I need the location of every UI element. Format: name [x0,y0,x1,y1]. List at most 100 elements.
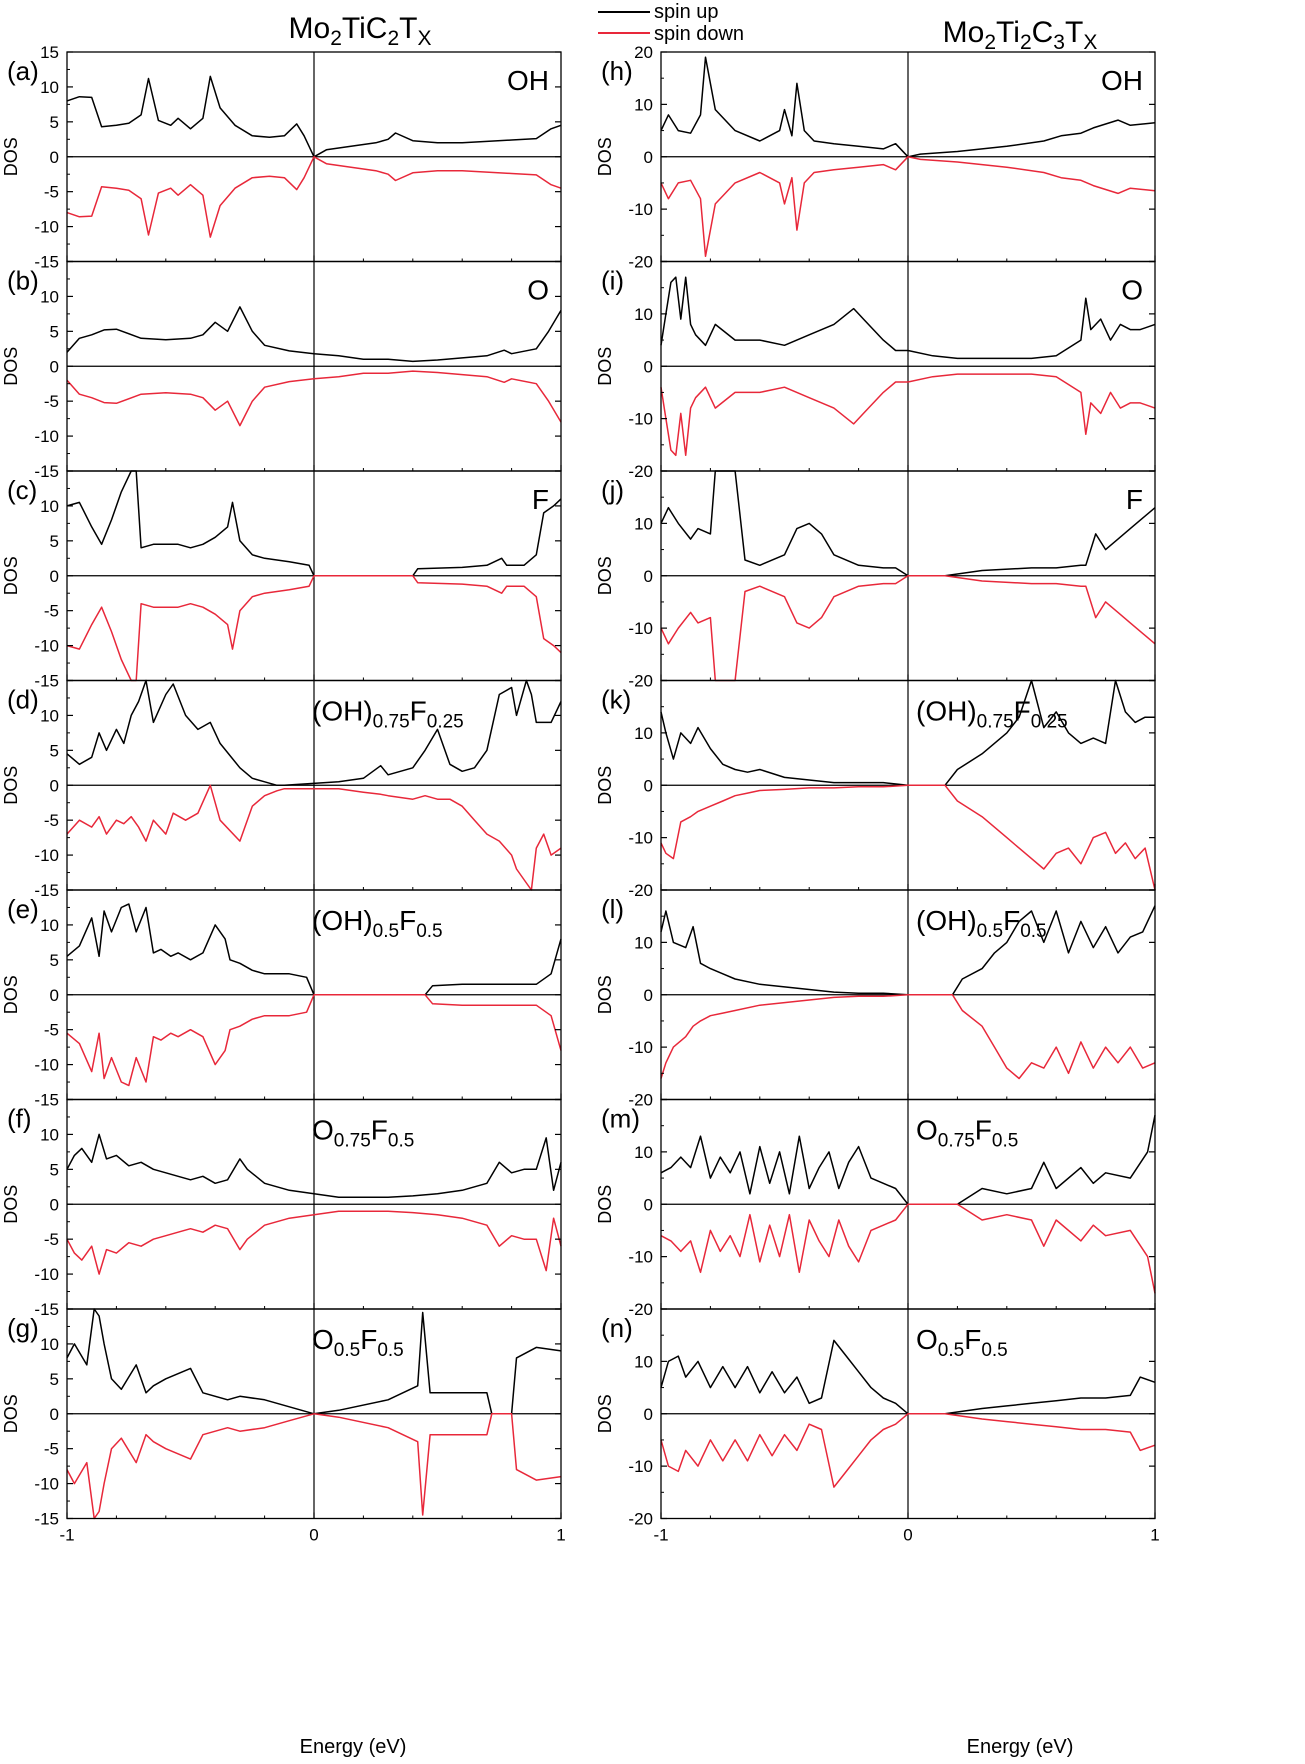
y-tick-label: 10 [40,78,59,97]
y-tick-label: -15 [34,1091,59,1110]
y-tick-label: -10 [34,1475,59,1494]
y-axis-label: DOS [595,1185,615,1224]
series-line-spin-down [660,1413,1156,1488]
y-tick-label: -10 [34,427,59,446]
y-tick-label: -20 [628,462,653,481]
series-line-spin-down [66,575,562,682]
panel-letter: (e) [7,894,39,924]
panel-termination-label: (OH)0.5F0.5 [312,905,443,942]
y-tick-label: 5 [50,1370,59,1389]
y-tick-label: -15 [34,672,59,691]
series-line-spin-down [660,1203,1156,1294]
panel-termination-label: (OH)0.75F0.25 [312,696,464,733]
y-tick-label: -10 [628,829,653,848]
legend: spin up spin down [598,1,744,45]
y-tick-label: 0 [50,1195,59,1214]
x-axis-label-left: Energy (eV) [300,1736,407,1758]
panel-letter: (f) [7,1104,32,1134]
series-line-spin-down [660,994,1156,1080]
column-title-left: Mo2TiC2TX [289,12,432,50]
y-tick-label: -10 [34,846,59,865]
y-tick-label: 5 [50,741,59,760]
panel-letter: (b) [7,266,39,296]
series-line-spin-down [660,575,1156,682]
y-tick-label: 10 [40,916,59,935]
y-tick-label: 0 [644,567,653,586]
y-axis-label: DOS [595,1394,615,1433]
series-line-spin-up [660,56,1156,158]
y-tick-label: -5 [44,1230,59,1249]
series-line-spin-down [66,156,562,238]
y-axis-label: DOS [595,766,615,805]
panel-termination-label: O0.5F0.5 [312,1324,404,1361]
y-tick-label: 10 [634,724,653,743]
panel-letter: (h) [601,56,633,86]
y-tick-label: 0 [50,986,59,1005]
series-line-spin-up [660,1115,1156,1206]
y-tick-label: -10 [628,410,653,429]
y-axis-label: DOS [1,766,21,805]
y-tick-label: -10 [628,1248,653,1267]
panel-h: -20 -10 0 10 20(h) DOS OH [595,43,1156,272]
panel-termination-label: (OH)0.5F0.5 [916,905,1047,942]
y-tick-label: 0 [644,986,653,1005]
y-tick-label: 0 [644,776,653,795]
y-tick-label: 0 [50,776,59,795]
panel-termination-label: OH [507,65,549,96]
series-line-spin-up [66,470,562,577]
y-tick-label: 10 [40,287,59,306]
y-axis-label: DOS [1,1185,21,1224]
panel-e: -15 -10 -5 0 5 10(e) DOS (OH)0.5F0.5 [1,889,562,1110]
y-tick-label: -15 [34,253,59,272]
panel-letter: (g) [7,1313,39,1343]
series-line-spin-up [66,903,562,996]
panel-letter: (c) [7,475,37,505]
series-line-spin-up [66,1308,562,1415]
y-tick-label: 5 [50,951,59,970]
x-tick-label: 1 [556,1526,565,1545]
y-tick-label: -20 [628,1091,653,1110]
y-tick-label: -15 [34,462,59,481]
x-tick-label: 0 [309,1526,318,1545]
series-line-spin-up [66,306,562,363]
y-tick-label: -20 [628,881,653,900]
x-axis-label-right: Energy (eV) [967,1736,1074,1758]
series-line-spin-down [66,370,562,427]
panel-c: -15 -10 -5 0 5 10(c) DOS F [1,470,562,691]
y-tick-label: -5 [44,602,59,621]
panel-termination-label: O0.5F0.5 [916,1324,1008,1361]
y-tick-label: 0 [50,567,59,586]
y-tick-label: 10 [40,706,59,725]
y-tick-label: 10 [634,1143,653,1162]
y-tick-label: -10 [628,1038,653,1057]
series-line-spin-down [660,156,1156,258]
y-tick-label: -15 [34,881,59,900]
series-line-spin-down [66,1413,562,1520]
y-tick-label: -20 [628,253,653,272]
y-tick-label: 5 [50,1160,59,1179]
panel-termination-label: F [1126,484,1143,515]
y-axis-label: DOS [595,347,615,386]
y-tick-label: -5 [44,811,59,830]
y-tick-label: 10 [40,497,59,516]
panel-letter: (l) [601,894,624,924]
y-tick-label: 20 [634,43,653,62]
y-tick-label: 10 [40,1335,59,1354]
legend-label-spin-down: spin down [654,23,744,45]
panel-letter: (k) [601,685,631,715]
panel-termination-label: O [1121,275,1143,306]
y-tick-label: -15 [34,1510,59,1529]
y-tick-label: 10 [634,1352,653,1371]
y-tick-label: 5 [50,322,59,341]
panel-termination-label: F [532,484,549,515]
y-tick-label: 10 [634,514,653,533]
panel-i: -20 -10 0 10 (i) DOS O [595,260,1156,481]
y-axis-label: DOS [595,556,615,595]
y-tick-label: 0 [50,357,59,376]
y-tick-label: -10 [628,200,653,219]
y-tick-label: 15 [40,43,59,62]
panel-letter: (d) [7,685,39,715]
panel-termination-label: O0.75F0.5 [312,1115,414,1152]
panel-k: -20 -10 0 10(k) DOS (OH)0.75F0.25 [595,679,1156,900]
